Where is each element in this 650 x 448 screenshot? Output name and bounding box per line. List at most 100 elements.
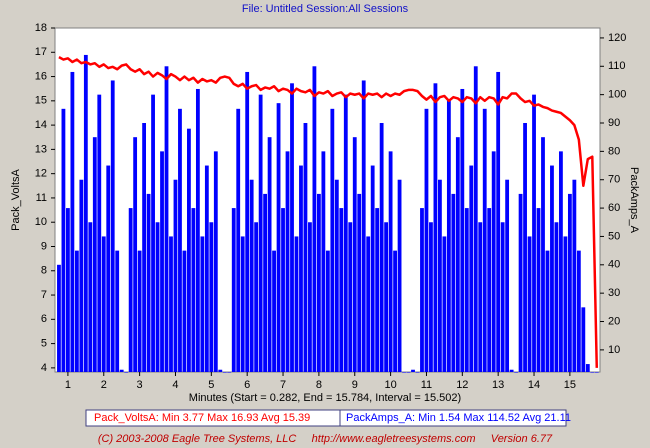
amps-bar — [106, 165, 111, 372]
y2-tick-label: 70 — [608, 174, 620, 186]
amps-bar — [213, 151, 218, 372]
amps-bar — [388, 151, 393, 372]
amps-bar — [348, 222, 353, 372]
y-tick-label: 17 — [35, 46, 47, 58]
amps-bar — [576, 250, 581, 372]
amps-bar — [299, 165, 303, 372]
amps-bar — [119, 369, 124, 372]
amps-bar — [460, 88, 465, 373]
amps-bar — [469, 165, 474, 372]
amps-bar — [442, 236, 447, 372]
amps-bar — [178, 108, 182, 372]
amps-bar — [101, 236, 106, 372]
amps-bar — [379, 123, 384, 372]
amps-bar — [415, 372, 420, 373]
amps-bar — [169, 236, 173, 372]
amps-bar — [303, 123, 308, 372]
x-axis-label: Minutes (Start = 0.282, End = 15.784, In… — [189, 392, 461, 404]
amps-bar — [222, 372, 227, 373]
amps-bar — [334, 179, 339, 372]
amps-bar — [518, 193, 523, 372]
amps-bar — [236, 108, 241, 372]
amps-bar — [581, 307, 586, 372]
amps-bar — [281, 208, 285, 372]
y-tick-label: 16 — [35, 70, 47, 82]
amps-bar — [523, 123, 527, 372]
amps-bar — [554, 222, 559, 372]
amps-bar — [451, 193, 456, 372]
x-tick-label: 11 — [421, 379, 432, 391]
legend-entry: PackAmps_A: Min 1.54 Max 114.52 Avg 21.1… — [346, 412, 571, 424]
amps-bar — [527, 236, 532, 372]
amps-bar — [57, 264, 61, 372]
amps-bar — [563, 236, 568, 372]
amps-bar — [545, 250, 550, 372]
amps-bar — [352, 137, 357, 372]
amps-bar — [191, 208, 196, 372]
amps-bar — [397, 179, 402, 372]
x-tick-label: 12 — [456, 379, 468, 391]
amps-bar — [285, 151, 290, 372]
amps-bar — [272, 250, 276, 372]
amps-bar — [375, 208, 380, 372]
amps-bar — [402, 372, 406, 373]
amps-bar — [482, 108, 487, 372]
amps-bar — [182, 250, 187, 372]
x-tick-label: 8 — [316, 379, 322, 391]
x-tick-label: 7 — [280, 379, 286, 391]
amps-bar — [240, 236, 245, 372]
amps-bar — [429, 222, 433, 372]
y-tick-label: 9 — [41, 240, 47, 252]
amps-bar — [124, 372, 129, 373]
y-tick-label: 14 — [35, 119, 47, 131]
x-tick-label: 14 — [528, 379, 540, 391]
amps-bar — [308, 222, 312, 372]
amps-bar — [142, 123, 147, 372]
y2-tick-label: 110 — [608, 60, 626, 72]
x-tick-label: 4 — [172, 379, 178, 391]
legend-box — [85, 409, 567, 427]
amps-bar — [79, 179, 84, 372]
amps-bar — [541, 137, 545, 372]
amps-bar — [245, 71, 250, 373]
amps-bar — [478, 222, 483, 372]
y2-tick-label: 120 — [608, 32, 626, 44]
y2-tick-label: 60 — [608, 202, 620, 214]
amps-bar — [155, 222, 160, 372]
amps-bar — [209, 222, 214, 372]
amps-bar — [110, 80, 115, 372]
amps-bar — [384, 222, 389, 372]
x-tick-label: 13 — [492, 379, 504, 391]
y2-tick-label: 20 — [608, 315, 620, 327]
y2-tick-label: 100 — [608, 89, 626, 101]
amps-bar — [151, 94, 155, 372]
amps-bar — [133, 137, 138, 372]
y-tick-label: 5 — [41, 338, 47, 350]
amps-bar — [357, 193, 362, 372]
amps-bar — [339, 208, 344, 372]
amps-bar — [370, 165, 375, 372]
y-tick-label: 10 — [35, 216, 47, 228]
y2-axis-label: PackAmps_A — [628, 167, 640, 234]
amps-bar — [325, 250, 330, 372]
amps-bar — [88, 222, 93, 372]
amps-bar — [263, 193, 268, 372]
amps-bar — [204, 165, 209, 372]
y-tick-label: 7 — [41, 289, 47, 301]
y-tick-label: 13 — [35, 143, 47, 155]
amps-bar — [585, 364, 590, 372]
amps-bar — [424, 108, 429, 372]
amps-bar — [173, 179, 178, 372]
volts-line — [58, 56, 599, 368]
amps-bar — [160, 151, 164, 372]
y2-tick-label: 10 — [608, 344, 620, 356]
amps-bar — [438, 179, 442, 372]
amps-bar — [532, 94, 536, 372]
amps-bar — [200, 236, 205, 372]
legend-entry: Pack_VoltsA: Min 3.77 Max 16.93 Avg 15.3… — [94, 412, 310, 424]
y-tick-label: 18 — [35, 22, 47, 34]
amps-bar — [115, 250, 120, 372]
amps-bar — [227, 372, 232, 373]
amps-bar — [446, 100, 451, 372]
amps-bar — [536, 208, 541, 372]
